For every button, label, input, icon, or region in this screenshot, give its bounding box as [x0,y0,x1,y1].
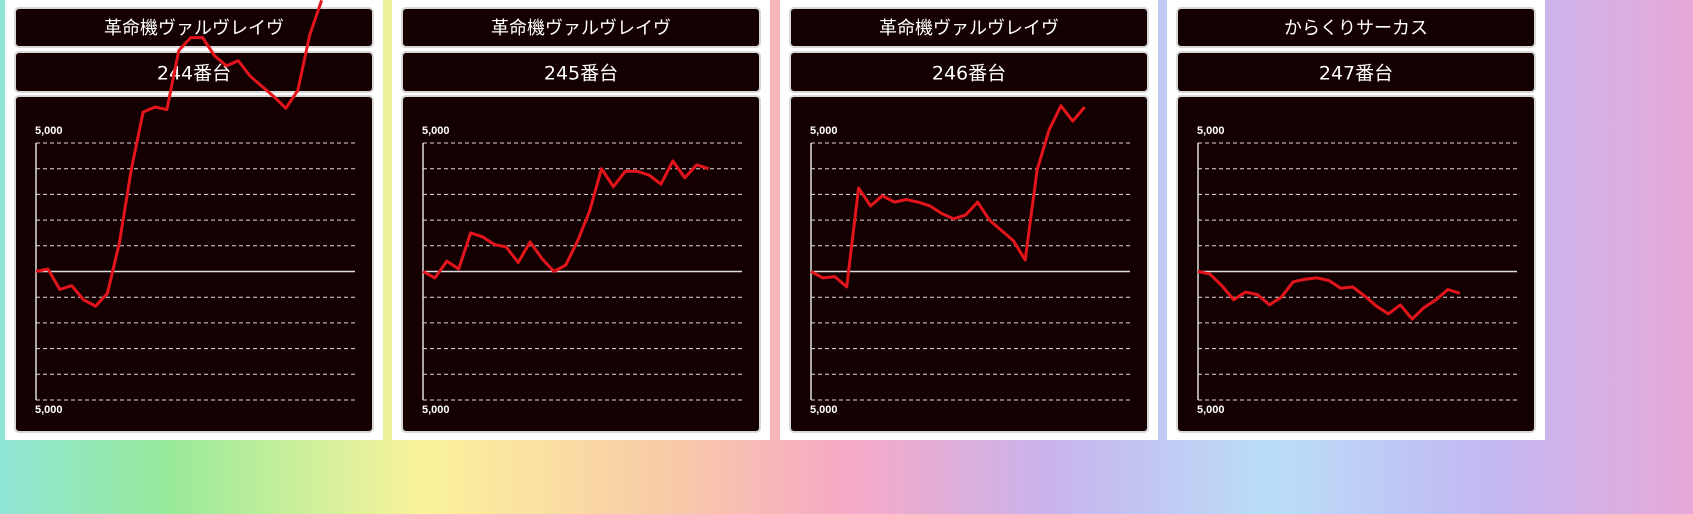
title-box [1176,7,1536,48]
chart-box [14,95,374,433]
machine-name: 革命機ヴァルヴレイヴ [491,18,671,39]
chart-box [401,95,761,433]
unit-number: 246番台 [932,63,1006,85]
title-box [401,7,761,48]
unit-number: 247番台 [1319,63,1393,85]
machine-name: 革命機ヴァルヴレイヴ [104,18,284,39]
y-tick-label: 5,000 [35,125,63,137]
machine-name: 革命機ヴァルヴレイヴ [879,18,1059,39]
line-series [35,0,324,308]
title-box [14,7,374,48]
unit-number: 244番台 [157,63,231,85]
y-tick-label: 5,000 [422,125,450,137]
line-series [422,159,710,280]
chart-box [1176,95,1536,433]
unit-box [789,51,1149,93]
unit-box [401,51,761,93]
y-tick-label: 5,000 [1197,125,1225,137]
y-tick-label: 5,000 [35,404,63,416]
title-box [789,7,1149,48]
chart-box [789,95,1149,433]
y-tick-label: 5,000 [810,404,838,416]
unit-number: 245番台 [544,63,618,85]
machine-name: からくりサーカス [1284,18,1428,39]
unit-box [1176,51,1536,93]
y-tick-label: 5,000 [422,404,450,416]
line-series [810,104,1086,289]
y-tick-label: 5,000 [810,125,838,137]
y-tick-label: 5,000 [1197,404,1225,416]
unit-box [14,51,374,93]
line-series [1197,270,1461,321]
